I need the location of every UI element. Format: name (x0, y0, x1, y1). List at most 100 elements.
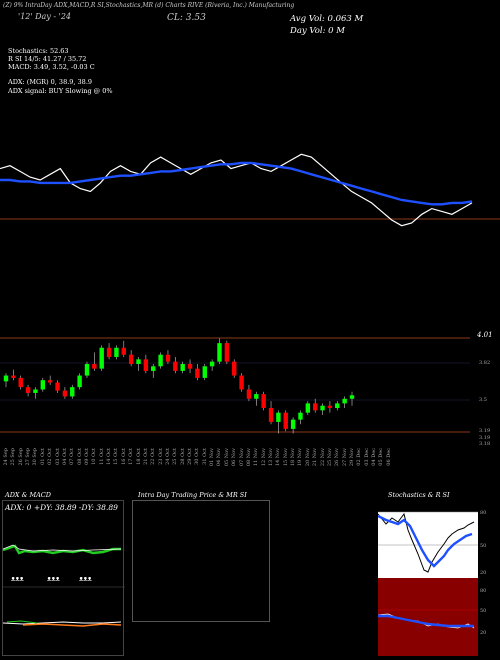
date-label: 13 Nov (268, 448, 275, 467)
di-marker: ᴥᴥᴥ (47, 575, 60, 583)
candle-body (165, 354, 171, 362)
date-label: 04 Oct (61, 448, 68, 465)
candle-body (11, 375, 16, 378)
adx-signal-readout: ADX signal: BUY Slowing @ 0% (8, 87, 113, 95)
date-label: 28 Oct (179, 448, 186, 465)
stoch-axis-50: 50 (480, 543, 486, 549)
adx-line (3, 544, 121, 555)
rsi-axis-50: 50 (480, 608, 486, 614)
candle-body (40, 380, 46, 390)
date-label: 09 Oct (83, 448, 90, 465)
adx-values: ADX: 0 +DY: 38.89 -DY: 38.89 (5, 503, 118, 512)
date-label: 24 Oct (164, 448, 171, 465)
candle-body (55, 382, 60, 391)
candle-body (305, 403, 311, 413)
date-label: 10 Oct (91, 448, 98, 465)
date-label: 27 Nov (341, 448, 348, 467)
macd-line (3, 621, 122, 625)
date-axis: 24 Sep 25 Sep 26 Sep 27 Sep 30 Sep 01 Oct 02 O… (0, 448, 500, 482)
candle-body (187, 363, 193, 369)
day-volume: Day Vol: 0 M (290, 26, 345, 36)
date-label: 01 Oct (39, 448, 46, 465)
date-label: 26 Nov (334, 448, 341, 467)
stochastic-line (0, 153, 473, 227)
candle-body (128, 354, 134, 364)
candle-body (320, 405, 325, 411)
date-label: 01 Nov (209, 448, 216, 467)
stoch-axis-20: 20 (480, 570, 486, 576)
price-axis-l1: 3.82 (479, 360, 491, 366)
candle-body (106, 347, 112, 358)
date-label: 14 Oct (106, 448, 113, 465)
candle-body (70, 387, 75, 397)
date-label: 14 Nov (275, 448, 282, 467)
candle-body (239, 375, 244, 390)
candle-body (62, 390, 68, 397)
candle-body (25, 387, 31, 393)
date-label: 17 Oct (128, 448, 135, 465)
macd-histogram-line (6, 620, 38, 624)
stoch-ma-chart (0, 153, 500, 227)
date-label: 29 Nov (349, 448, 355, 467)
date-label: 25 Oct (172, 448, 179, 465)
candle-body (232, 361, 237, 376)
candle-body (180, 363, 185, 371)
date-label: 07 Oct (69, 448, 76, 465)
date-label: 03 Dec (363, 448, 370, 466)
price-chart (0, 337, 470, 434)
date-label: 05 Nov (223, 448, 230, 467)
di-marker: ᴥᴥᴥ (79, 575, 92, 583)
date-label: 08 Oct (76, 448, 83, 465)
candle-body (173, 361, 178, 371)
date-label: 18 Oct (135, 448, 142, 465)
candle-body (268, 408, 274, 422)
intraday-panel-title: Intra Day Trading Price & MR SI (138, 491, 247, 499)
intraday-panel (132, 500, 270, 622)
macd-readout: MACD: 3.49, 3.52, -0.03 C (8, 63, 95, 71)
candle-body (195, 368, 200, 378)
candle-body (3, 375, 9, 382)
date-label: 30 Sep (32, 448, 39, 466)
price-axis-top: 4.01 (477, 331, 493, 339)
candle-body (283, 412, 288, 429)
candle-body (92, 363, 97, 369)
macd-signal-line (22, 623, 122, 627)
date-label: 04 Dec (371, 448, 378, 466)
candle-body (298, 412, 303, 420)
date-label: 21 Oct (142, 448, 149, 465)
rsi-axis-20: 20 (480, 630, 486, 636)
date-label: 07 Nov (238, 448, 245, 467)
date-label: 11 Oct (98, 448, 105, 465)
date-label: 15 Oct (113, 448, 120, 465)
date-label: 02 Oct (47, 448, 54, 465)
price-axis-l3: 3.19 (479, 428, 491, 434)
candle-body (254, 394, 259, 399)
stoch-rsi-panel: 80 50 20 80 50 20 (378, 500, 498, 656)
date-label: 18 Nov (290, 448, 297, 467)
candle-body (349, 395, 355, 399)
candle-body (33, 389, 38, 393)
date-label: 29 Oct (187, 448, 194, 465)
date-label: 02 Dec (356, 448, 363, 466)
price-axis-l5: 3.18 (479, 441, 491, 447)
date-label: 25 Nov (326, 448, 333, 467)
adx-macd-panel: ADX: 0 +DY: 38.89 -DY: 38.89 ᴥᴥᴥ ᴥᴥᴥ ᴥᴥᴥ (2, 500, 125, 656)
date-label: 24 Sep (3, 448, 9, 466)
di-marker: ᴥᴥᴥ (11, 575, 24, 583)
candle-body (77, 375, 82, 388)
date-label: 30 Oct (194, 448, 201, 465)
candle-body (327, 405, 333, 409)
stoch-rsi-chart: 80 50 20 80 50 20 (378, 510, 486, 656)
candle-body (342, 398, 347, 404)
candle-body (335, 403, 340, 409)
candle-body (246, 389, 252, 399)
candle-body (209, 361, 215, 367)
date-label: 27 Sep (25, 448, 32, 466)
adx-panel-title: ADX & MACD (5, 491, 51, 499)
candle-body (121, 347, 126, 355)
stoch-panel-title: Stochastics & R SI (388, 491, 450, 499)
date-label: 12 Nov (260, 448, 267, 467)
date-label: 31 Oct (201, 448, 208, 465)
candle-body (217, 343, 222, 362)
candle-body (202, 366, 207, 378)
